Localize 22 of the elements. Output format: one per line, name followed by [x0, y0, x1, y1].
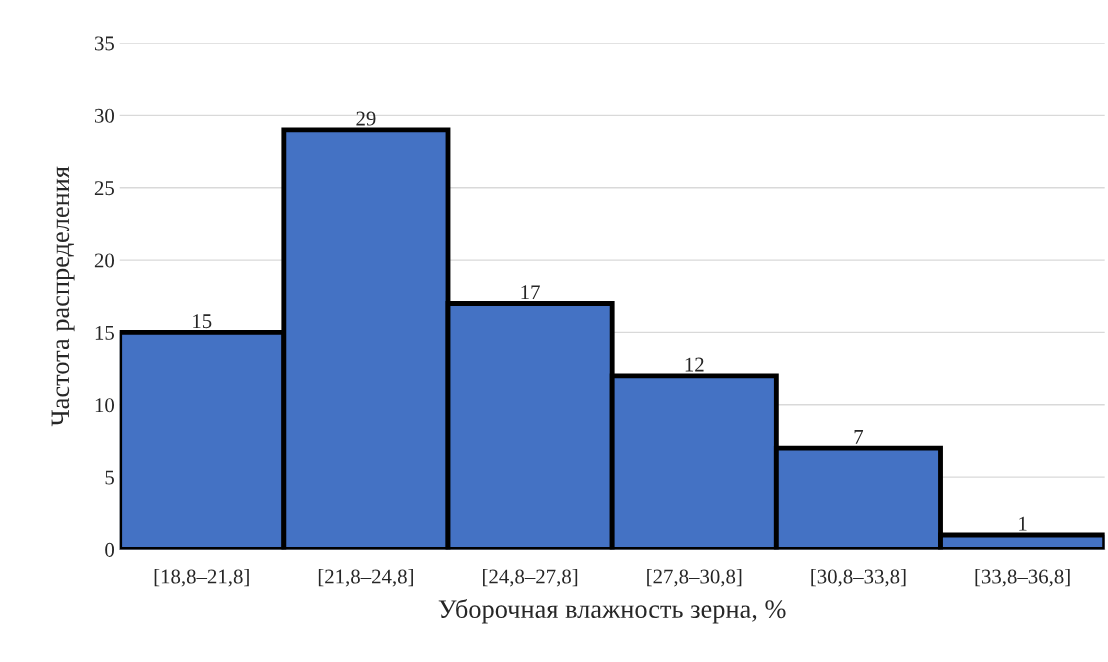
y-tick-label: 10	[95, 398, 115, 413]
x-tick-label: [24,8–27,8]	[483, 568, 578, 587]
y-tick-label: 15	[95, 325, 114, 340]
data-label: 7	[854, 430, 864, 444]
y-tick-label: 5	[105, 470, 114, 485]
y-tick-label: 35	[94, 36, 114, 51]
x-axis-title: Уборочная влажность зерна, %	[438, 598, 786, 624]
x-tick-label: [21,8–24,8]	[318, 568, 413, 587]
x-tick-label: [27,8–30,8]	[647, 568, 742, 587]
y-tick-label: 25	[94, 181, 114, 196]
data-label: 17	[521, 285, 540, 300]
y-tick-label: 0	[105, 542, 115, 557]
data-label: 15	[193, 314, 212, 329]
data-label: 1	[1019, 516, 1027, 531]
y-tick-label: 30	[94, 108, 115, 123]
x-tick-label: [33,8–36,8]	[975, 568, 1070, 587]
x-tick-label: [30,8–33,8]	[811, 568, 906, 587]
data-label: 12	[685, 357, 704, 372]
y-tick-label: 20	[94, 253, 115, 268]
x-tick-label: [18,8–21,8]	[154, 568, 249, 587]
data-label: 29	[356, 111, 376, 126]
y-axis-title: Частота распределения	[51, 166, 75, 427]
